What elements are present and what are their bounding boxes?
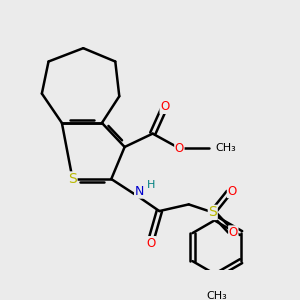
Text: S: S — [68, 172, 77, 186]
Text: O: O — [160, 100, 169, 113]
Text: S: S — [208, 206, 217, 219]
Text: O: O — [175, 142, 184, 155]
Text: CH₃: CH₃ — [206, 291, 227, 300]
Text: H: H — [147, 180, 155, 190]
Text: N: N — [135, 185, 144, 198]
Text: O: O — [229, 226, 238, 239]
Text: CH₃: CH₃ — [215, 143, 236, 153]
Text: O: O — [227, 184, 237, 197]
Text: O: O — [147, 237, 156, 250]
